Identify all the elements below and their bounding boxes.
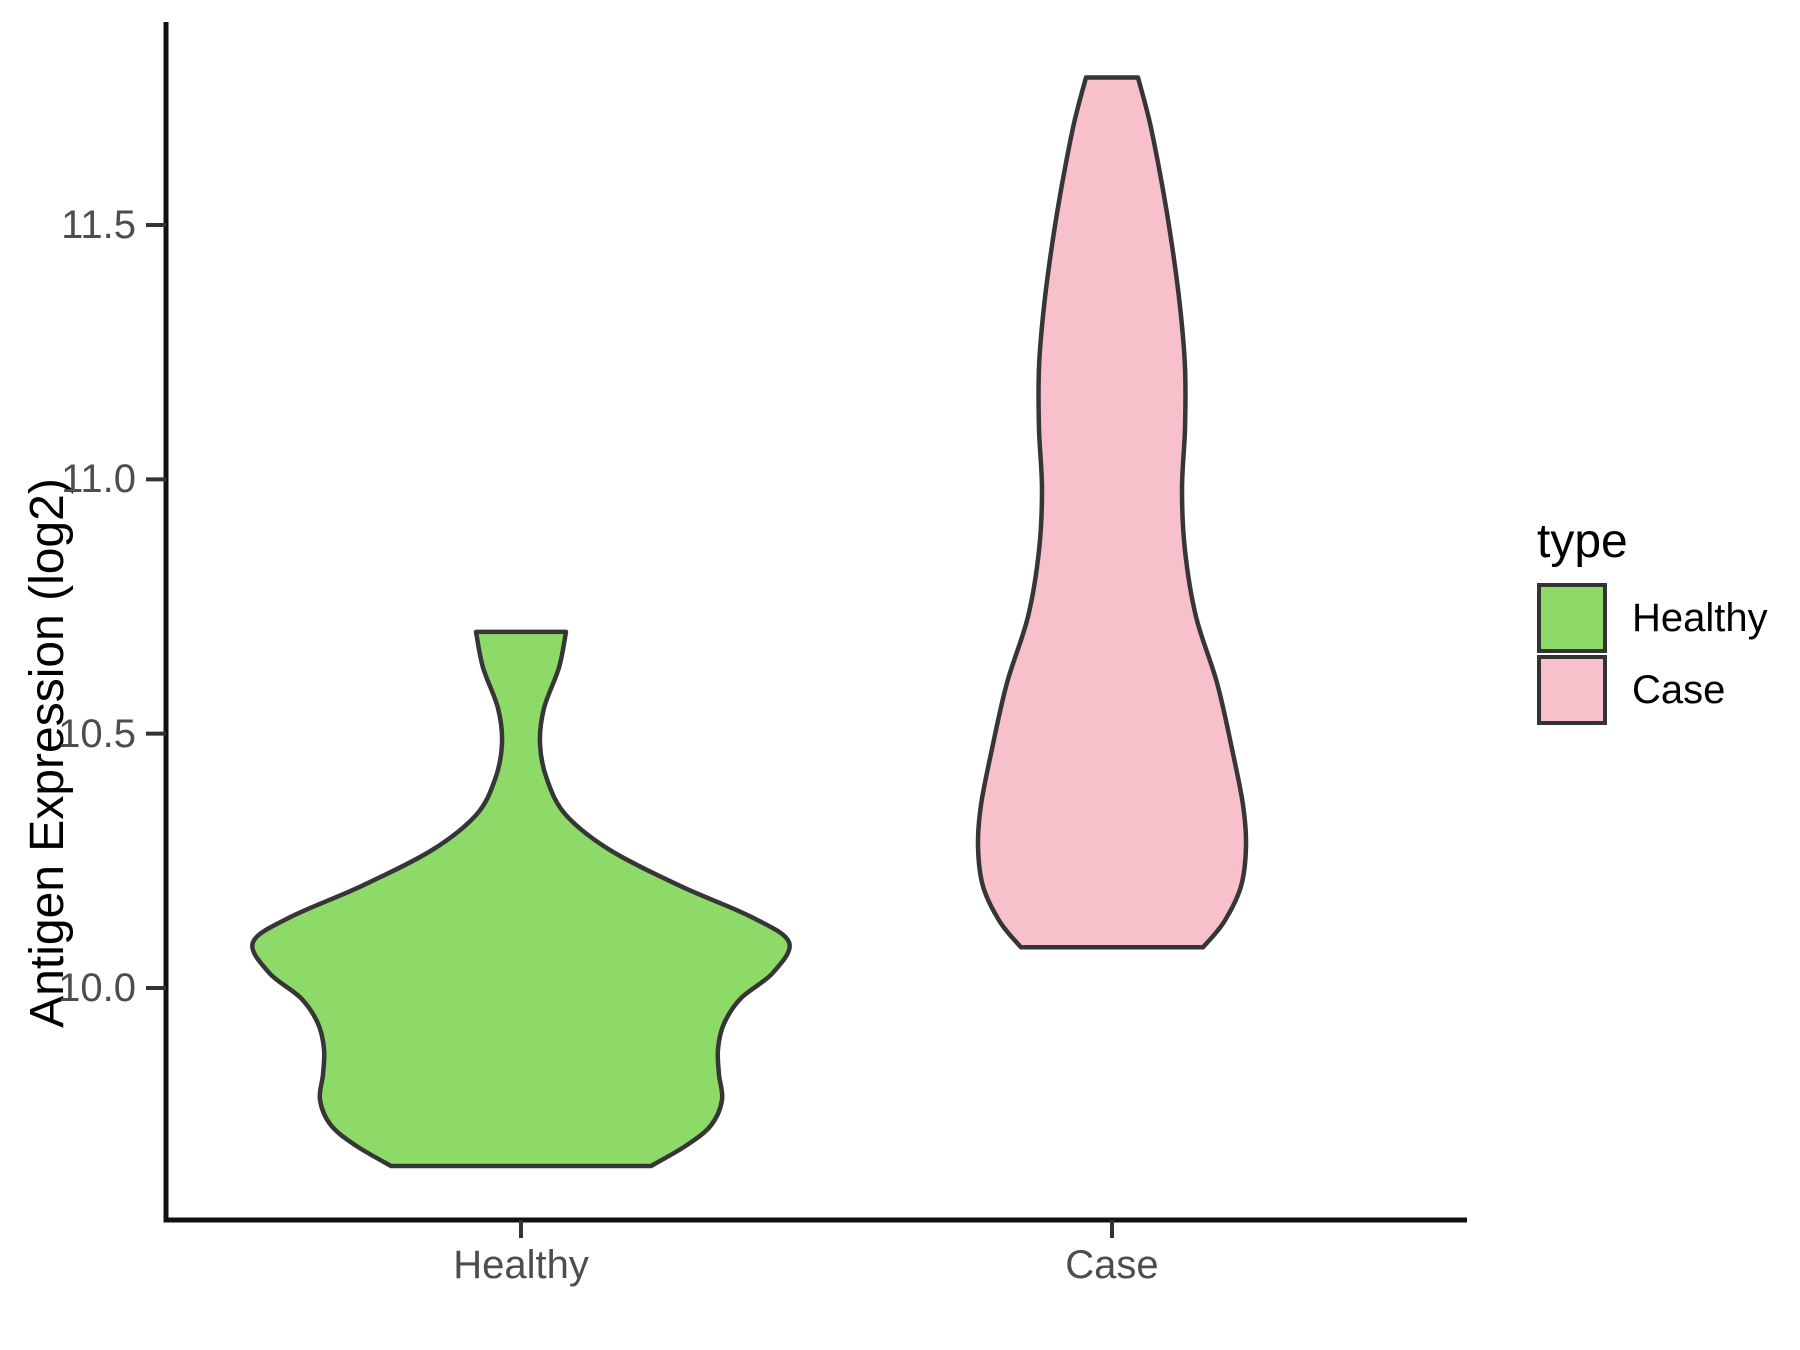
case-violin [975, 75, 1249, 950]
y-tick-label-11-0: 11.0 [61, 457, 136, 502]
axes-group [146, 22, 1467, 1238]
x-tick-label-healthy: Healthy [453, 1243, 589, 1287]
y-tick-label-11-5: 11.5 [61, 203, 136, 247]
y-tick-label-10-5: 10.5 [58, 711, 136, 756]
legend-label-case: Case [1632, 668, 1726, 712]
legend-key-healthy-swatch [1537, 583, 1607, 653]
healthy-violin [250, 629, 792, 1169]
legend-label-healthy: Healthy [1632, 596, 1768, 640]
y-tick-label-10-0: 10.0 [58, 966, 136, 1010]
violins-group [250, 75, 1249, 1169]
x-tick-label-case: Case [1065, 1243, 1159, 1287]
legend-key-case-swatch [1537, 655, 1607, 725]
legend-title: type [1537, 515, 1628, 568]
